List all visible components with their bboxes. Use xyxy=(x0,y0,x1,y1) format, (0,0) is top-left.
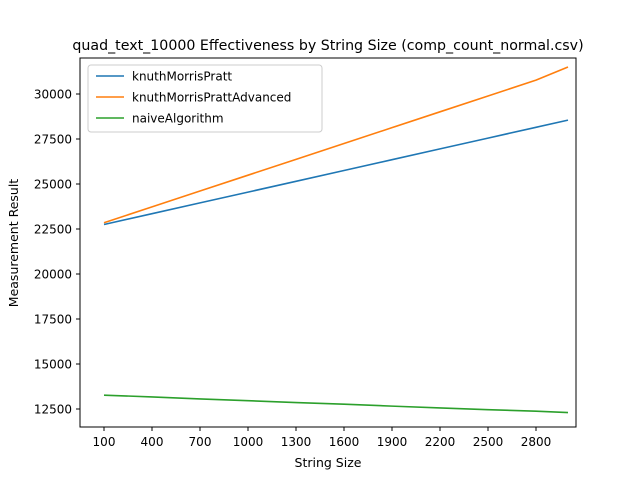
x-tick-label: 1300 xyxy=(281,435,312,449)
x-tick-label: 400 xyxy=(141,435,164,449)
x-tick-label: 1900 xyxy=(377,435,408,449)
y-tick-label: 17500 xyxy=(34,313,72,327)
x-axis-label: String Size xyxy=(295,455,362,470)
y-tick-label: 27500 xyxy=(34,133,72,147)
legend-label: knuthMorrisPrattAdvanced xyxy=(132,91,291,105)
series-line-naiveAlgorithm xyxy=(103,394,569,414)
x-tick-label: 1600 xyxy=(329,435,360,449)
x-tick-label: 700 xyxy=(189,435,212,449)
x-axis-ticks: 100 400 700 1000 1300 1600 1900 2200 2500 2800 xyxy=(93,427,552,449)
chart-title: quad_text_10000 Effectiveness by String … xyxy=(72,38,583,54)
x-tick-label: 2500 xyxy=(473,435,504,449)
x-tick-label: 1000 xyxy=(233,435,264,449)
series-line-knuthMorrisPrattAdvanced xyxy=(103,66,569,224)
series-lines xyxy=(103,66,569,414)
legend-box xyxy=(87,64,323,133)
series-line-knuthMorrisPratt xyxy=(103,119,569,226)
y-axis-label: Measurement Result xyxy=(6,179,21,308)
y-tick-label: 30000 xyxy=(34,88,72,102)
y-tick-label: 20000 xyxy=(34,268,72,282)
y-tick-label: 22500 xyxy=(34,223,72,237)
y-tick-label: 12500 xyxy=(34,403,72,417)
y-tick-label: 15000 xyxy=(34,358,72,372)
y-axis-ticks: 12500 15000 17500 20000 22500 25000 27500 30000 xyxy=(34,88,80,417)
x-tick-label: 2200 xyxy=(425,435,456,449)
legend-label: naiveAlgorithm xyxy=(132,112,224,126)
y-tick-label: 25000 xyxy=(34,178,72,192)
plot-frame xyxy=(79,57,577,428)
x-tick-label: 100 xyxy=(93,435,116,449)
legend-label: knuthMorrisPratt xyxy=(132,70,232,84)
legend: knuthMorrisPratt knuthMorrisPrattAdvanced… xyxy=(87,64,323,133)
x-tick-label: 2800 xyxy=(521,435,552,449)
